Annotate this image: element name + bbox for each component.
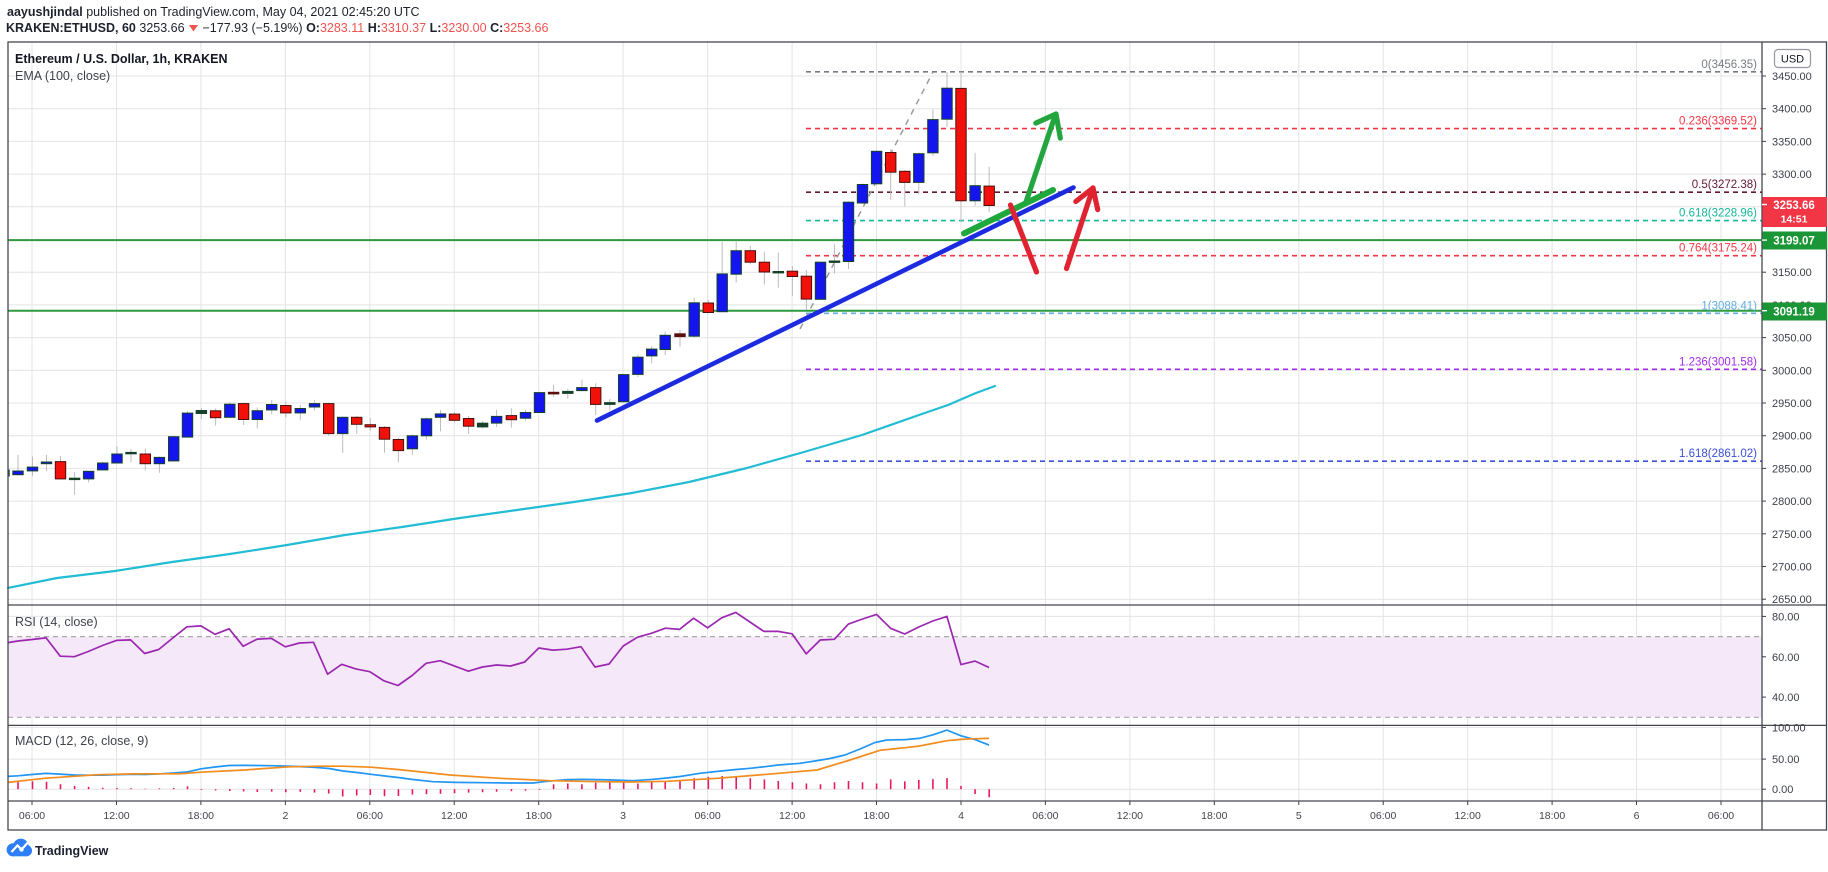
svg-text:2850.00: 2850.00 [1772,463,1812,475]
svg-text:18:00: 18:00 [1201,810,1227,822]
svg-text:6: 6 [1634,810,1640,822]
svg-text:40.00: 40.00 [1772,692,1800,704]
svg-text:06:00: 06:00 [1370,810,1396,822]
svg-text:0.764(3175.24): 0.764(3175.24) [1679,243,1757,255]
svg-text:2700.00: 2700.00 [1772,562,1812,574]
svg-text:3253.66: 3253.66 [1773,200,1815,212]
svg-text:2950.00: 2950.00 [1772,398,1812,410]
svg-text:0(3456.35): 0(3456.35) [1701,59,1757,71]
svg-text:12:00: 12:00 [441,810,467,822]
svg-text:2800.00: 2800.00 [1772,496,1812,508]
svg-text:3150.00: 3150.00 [1772,267,1812,279]
svg-text:0.5(3272.38): 0.5(3272.38) [1692,179,1757,191]
svg-text:1.618(2861.02): 1.618(2861.02) [1679,448,1757,460]
svg-text:3400.00: 3400.00 [1772,104,1812,116]
svg-text:12:00: 12:00 [779,810,805,822]
svg-text:06:00: 06:00 [694,810,720,822]
svg-text:1(3088.41): 1(3088.41) [1701,300,1757,312]
svg-text:06:00: 06:00 [19,810,45,822]
svg-text:60.00: 60.00 [1772,652,1800,664]
svg-text:USD: USD [1781,54,1804,66]
svg-text:2750.00: 2750.00 [1772,529,1812,541]
svg-text:0.618(3228.96): 0.618(3228.96) [1679,208,1757,220]
svg-text:3300.00: 3300.00 [1772,169,1812,181]
svg-text:100.00: 100.00 [1772,722,1806,734]
svg-text:80.00: 80.00 [1772,611,1800,623]
svg-text:18:00: 18:00 [863,810,889,822]
svg-text:2: 2 [282,810,288,822]
svg-text:1.236(3001.58): 1.236(3001.58) [1679,356,1757,368]
svg-text:2650.00: 2650.00 [1772,594,1812,606]
svg-text:12:00: 12:00 [1117,810,1143,822]
svg-text:3199.07: 3199.07 [1773,236,1815,248]
svg-text:18:00: 18:00 [188,810,214,822]
svg-text:06:00: 06:00 [1032,810,1058,822]
svg-text:06:00: 06:00 [357,810,383,822]
svg-text:3000.00: 3000.00 [1772,365,1812,377]
svg-text:3050.00: 3050.00 [1772,333,1812,345]
svg-text:3091.19: 3091.19 [1773,307,1815,319]
svg-text:3450.00: 3450.00 [1772,71,1812,83]
svg-text:06:00: 06:00 [1708,810,1734,822]
svg-text:2900.00: 2900.00 [1772,431,1812,443]
svg-text:3350.00: 3350.00 [1772,136,1812,148]
svg-text:18:00: 18:00 [1539,810,1565,822]
svg-text:TradingView: TradingView [35,844,109,858]
svg-text:12:00: 12:00 [103,810,129,822]
svg-text:18:00: 18:00 [526,810,552,822]
svg-text:14:51: 14:51 [1781,214,1808,226]
svg-text:0.00: 0.00 [1772,784,1793,796]
svg-text:4: 4 [958,810,964,822]
svg-text:0.236(3369.52): 0.236(3369.52) [1679,116,1757,128]
svg-text:5: 5 [1296,810,1302,822]
svg-text:50.00: 50.00 [1772,754,1800,766]
svg-text:12:00: 12:00 [1455,810,1481,822]
svg-text:3: 3 [620,810,626,822]
